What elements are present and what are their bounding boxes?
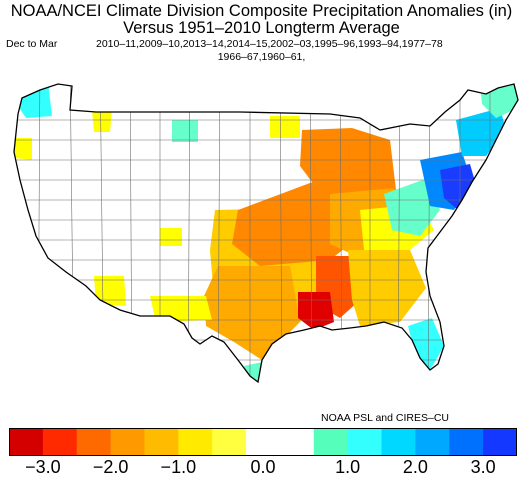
colorbar-tick-label: 2.0 — [402, 457, 428, 477]
colorbar-swatch — [76, 428, 111, 456]
colorbar-tick-label: 0.0 — [250, 457, 276, 477]
colorbar-swatch — [381, 428, 416, 456]
anomaly-region-north-idaho — [92, 110, 112, 132]
anomaly-region-southeast — [348, 250, 426, 326]
colorbar-swatch — [347, 428, 382, 456]
map-title-line1: NOAA/NCEI Climate Division Composite Pre… — [10, 2, 513, 20]
anomaly-region-montana-east — [172, 120, 198, 142]
colorbar-tick-label: 1.0 — [335, 457, 361, 477]
composite-years-line1: 2010–11,2009–10,2013–14,2014–15,2002–03,… — [96, 38, 443, 50]
us-climate-division-map — [13, 83, 519, 384]
colorbar-tick-label: −3.0 — [25, 457, 61, 477]
us-outline — [13, 83, 519, 384]
colorbar-tick-label: 3.0 — [470, 457, 496, 477]
color-scale-bar — [9, 428, 517, 456]
colorbar-swatch — [212, 428, 247, 456]
map-title-line2: Versus 1951–2010 Longterm Average — [123, 19, 400, 37]
colorbar-tick-label: −1.0 — [160, 457, 197, 477]
season-period: Dec to Mar — [6, 38, 58, 50]
data-source-credit: NOAA PSL and CIRES–CU — [321, 412, 449, 424]
anomaly-region-central-plains — [232, 180, 360, 266]
colorbar-swatch — [483, 428, 517, 456]
colorbar-swatch — [313, 428, 349, 456]
anomaly-region-florida — [408, 318, 444, 370]
anomaly-fill-layer — [14, 84, 518, 382]
composite-years-line2: 1966–67,1960–61, — [217, 51, 306, 63]
anomaly-region-colorado — [160, 228, 182, 246]
anomaly-region-north-dakota-east — [270, 116, 300, 138]
colorbar-swatch — [178, 428, 213, 456]
colorbar-swatch — [9, 428, 44, 456]
colorbar-swatch — [279, 428, 315, 456]
anomaly-region-great-lakes — [300, 128, 396, 206]
colorbar-swatch — [42, 428, 78, 456]
colorbar-swatch — [449, 428, 484, 456]
anomaly-region-texas — [204, 266, 300, 360]
colorbar-tick-label: −2.0 — [92, 457, 129, 477]
colorbar-swatch — [415, 428, 450, 456]
colorbar-swatch — [110, 428, 145, 456]
colorbar-swatch — [246, 428, 281, 456]
anomaly-region-lower-mississippi — [298, 292, 334, 330]
anomaly-region-appalachia — [384, 178, 440, 236]
colorbar-frame — [9, 428, 517, 456]
anomaly-region-oregon-east — [14, 138, 32, 160]
anomaly-region-arizona-south — [94, 276, 126, 306]
colorbar-swatch — [144, 428, 179, 456]
